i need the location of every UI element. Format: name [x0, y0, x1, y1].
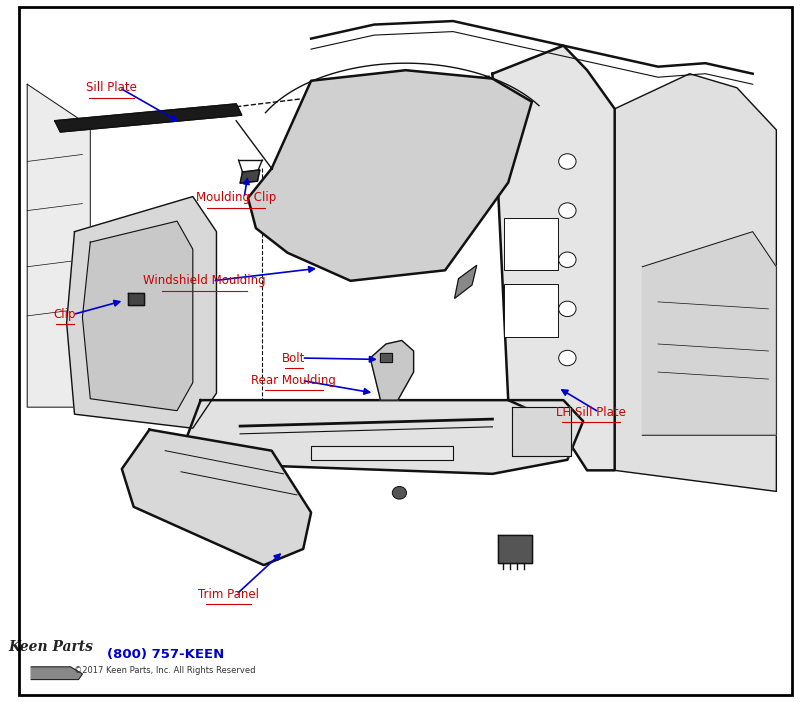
Text: (800) 757-KEEN: (800) 757-KEEN	[106, 648, 224, 661]
Circle shape	[558, 301, 576, 317]
Text: Keen Parts: Keen Parts	[9, 640, 94, 654]
Polygon shape	[185, 400, 583, 474]
Bar	[311, 446, 453, 460]
Circle shape	[392, 486, 406, 499]
Polygon shape	[66, 197, 217, 428]
Polygon shape	[370, 340, 414, 400]
Polygon shape	[31, 667, 82, 680]
Circle shape	[558, 154, 576, 169]
Text: ©2017 Keen Parts, Inc. All Rights Reserved: ©2017 Keen Parts, Inc. All Rights Reserv…	[74, 666, 256, 675]
Text: Rear Moulding: Rear Moulding	[251, 374, 336, 387]
Circle shape	[558, 203, 576, 218]
Polygon shape	[493, 46, 614, 470]
Polygon shape	[122, 430, 311, 565]
Polygon shape	[614, 74, 776, 491]
Polygon shape	[512, 407, 571, 456]
Text: Trim Panel: Trim Panel	[198, 588, 258, 601]
Text: LH Sill Plate: LH Sill Plate	[556, 406, 626, 418]
Polygon shape	[380, 353, 391, 362]
Polygon shape	[498, 535, 532, 563]
Circle shape	[558, 350, 576, 366]
Polygon shape	[642, 232, 776, 435]
Polygon shape	[454, 265, 477, 298]
Text: Windshield Moulding: Windshield Moulding	[143, 274, 266, 287]
Polygon shape	[82, 221, 193, 411]
Text: Clip: Clip	[54, 308, 76, 321]
Bar	[504, 284, 558, 337]
Polygon shape	[240, 170, 260, 183]
Bar	[504, 218, 558, 270]
Text: Moulding Clip: Moulding Clip	[196, 192, 276, 204]
Polygon shape	[248, 70, 532, 281]
Polygon shape	[55, 104, 242, 132]
Polygon shape	[27, 84, 90, 407]
Circle shape	[558, 252, 576, 267]
Polygon shape	[128, 293, 144, 305]
Text: Sill Plate: Sill Plate	[86, 81, 137, 94]
Text: Bolt: Bolt	[282, 352, 306, 364]
